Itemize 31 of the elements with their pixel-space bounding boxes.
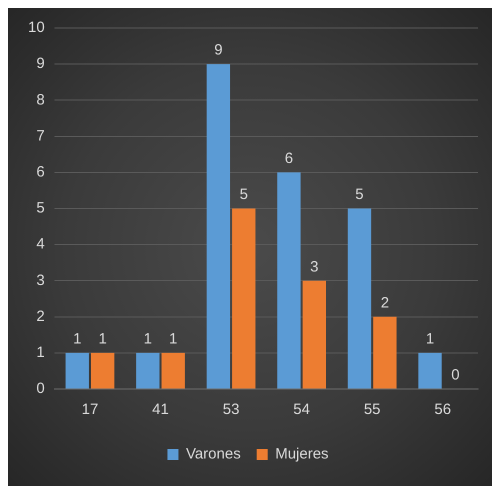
y-tick-label: 2: [36, 308, 45, 325]
data-label: 1: [98, 330, 107, 348]
data-label: 6: [284, 150, 294, 168]
data-label: 1: [169, 330, 178, 348]
legend-label: Varones: [186, 446, 241, 463]
y-tick-label: 1: [36, 344, 45, 362]
data-label: 9: [214, 42, 223, 59]
data-label: 5: [240, 186, 248, 204]
x-tick-label: 53: [222, 401, 240, 418]
data-label: 1: [73, 330, 82, 348]
y-tick-label: 7: [36, 127, 45, 144]
y-tick-label: 6: [36, 164, 45, 181]
data-label: 1: [144, 330, 152, 348]
data-label: 1: [426, 330, 434, 348]
legend-label: Mujeres: [275, 446, 329, 463]
y-tick-label: 10: [28, 19, 45, 36]
y-tick-label: 8: [36, 91, 45, 108]
y-tick-label: 5: [36, 200, 45, 217]
x-tick-label: 56: [434, 401, 452, 418]
x-tick-label: 54: [293, 401, 310, 418]
data-label: 3: [310, 258, 318, 276]
x-tick-label: 55: [364, 401, 381, 418]
y-tick-label: 9: [36, 55, 45, 72]
x-tick-label: 41: [152, 401, 169, 418]
y-tick-label: 0: [36, 380, 45, 398]
y-tick-label: 3: [36, 272, 45, 289]
data-label: 0: [451, 366, 460, 384]
data-label: 5: [355, 186, 364, 204]
y-tick-label: 4: [36, 236, 45, 253]
data-label: 2: [380, 294, 390, 312]
x-tick-label: 17: [82, 401, 98, 418]
